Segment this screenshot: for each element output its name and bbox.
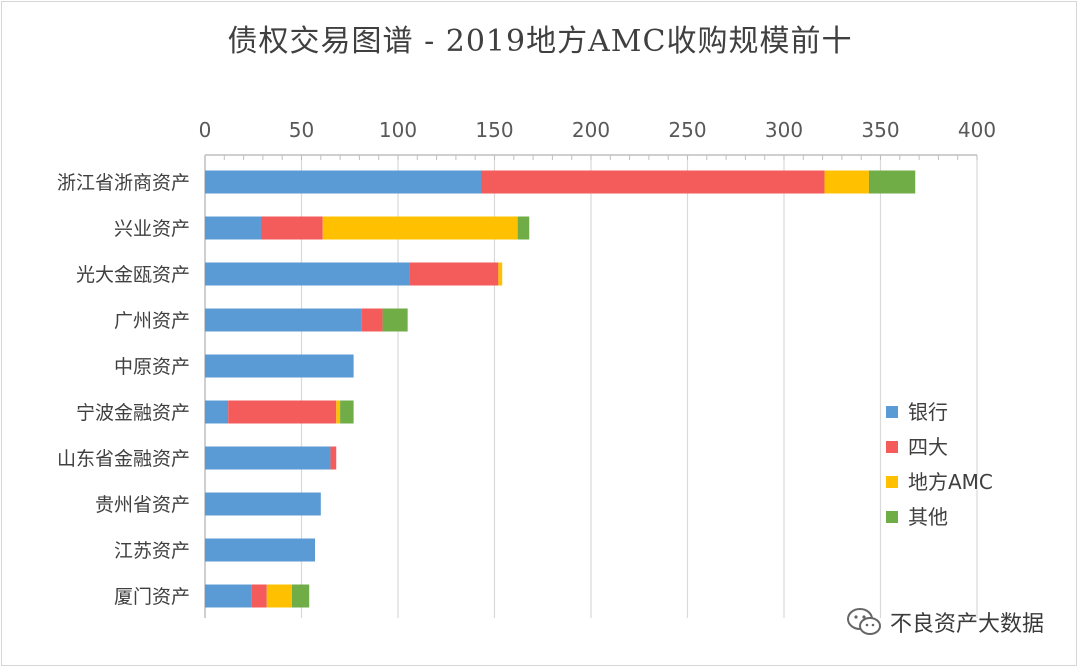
bar-segment: [205, 538, 316, 562]
chart-title: 债权交易图谱 - 2019地方AMC收购规模前十: [227, 24, 853, 59]
watermark: 不良资产大数据: [846, 606, 1044, 638]
category-label: 江苏资产: [114, 540, 190, 562]
bar-segment: [330, 446, 337, 470]
wechat-icon: [846, 608, 881, 635]
bar-segment: [205, 262, 410, 286]
bar-segment: [260, 216, 323, 240]
bar-segment: [205, 584, 252, 608]
category-label: 中原资产: [114, 356, 190, 378]
category-label: 光大金瓯资产: [76, 264, 190, 286]
x-tick-label: 350: [861, 118, 899, 142]
bar-segment: [336, 400, 341, 424]
watermark-text: 不良资产大数据: [889, 612, 1044, 637]
legend-label: 其他: [908, 505, 948, 529]
bar-segment: [266, 584, 292, 608]
bars: [205, 170, 916, 608]
bar-segment: [205, 308, 362, 332]
bar-segment: [382, 308, 408, 332]
legend-swatch: [886, 406, 898, 418]
x-tick-label: 200: [572, 118, 610, 142]
category-label: 广州资产: [114, 310, 190, 332]
bar-segment: [205, 216, 261, 240]
x-tick-label: 100: [379, 118, 417, 142]
category-label: 贵州省资产: [95, 494, 190, 516]
x-tick-label: 250: [668, 118, 706, 142]
legend-label: 地方AMC: [908, 470, 993, 494]
bar-segment: [480, 170, 825, 194]
x-tick-label: 50: [289, 118, 314, 142]
bar-segment: [340, 400, 354, 424]
bar-segment: [251, 584, 267, 608]
bar-segment: [205, 400, 229, 424]
category-axis: 浙江省浙商资产兴业资产光大金瓯资产广州资产中原资产宁波金融资产山东省金融资产贵州…: [57, 172, 190, 608]
legend-label: 四大: [908, 435, 948, 459]
bar-segment: [205, 170, 481, 194]
legend-swatch: [886, 476, 898, 488]
x-axis: 0 50 100 150 200 250 300 350 400: [199, 118, 996, 618]
bar-segment: [824, 170, 869, 194]
bar-segment: [361, 308, 383, 332]
bar-segment: [517, 216, 530, 240]
legend-label: 银行: [908, 400, 948, 424]
x-tick-label: 0: [199, 118, 212, 142]
bar-segment: [322, 216, 518, 240]
bar-segment: [498, 262, 503, 286]
x-tick-label: 300: [765, 118, 803, 142]
bar-segment: [205, 354, 354, 378]
bar-segment: [205, 446, 331, 470]
bar-segment: [205, 492, 321, 516]
bar-segment: [228, 400, 337, 424]
category-label: 厦门资产: [114, 586, 190, 608]
bar-segment: [868, 170, 916, 194]
x-tick-label: 400: [958, 118, 996, 142]
category-label: 山东省金融资产: [57, 448, 190, 470]
legend-swatch: [886, 511, 898, 523]
bar-segment: [409, 262, 499, 286]
legend-swatch: [886, 441, 898, 453]
category-label: 兴业资产: [114, 218, 190, 240]
x-tick-label: 150: [475, 118, 513, 142]
bar-segment: [291, 584, 310, 608]
category-label: 宁波金融资产: [76, 402, 190, 424]
category-label: 浙江省浙商资产: [57, 172, 190, 194]
